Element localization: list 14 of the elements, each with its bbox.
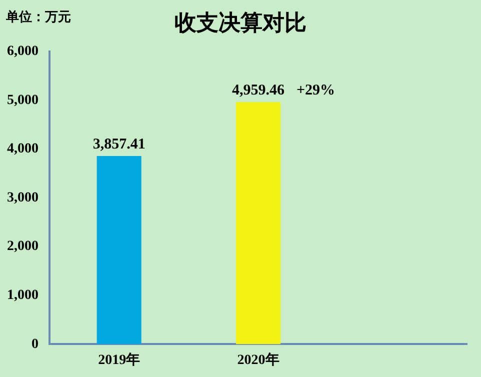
y-tick-label: 0 bbox=[32, 336, 38, 352]
y-tick-label: 2,000 bbox=[7, 239, 38, 254]
x-tick-label: 2019年 bbox=[98, 352, 140, 368]
text: 单位：万元 bbox=[6, 8, 71, 26]
x-tick-label: 2020年 bbox=[237, 352, 280, 368]
y-tick-label: 6,000 bbox=[7, 44, 38, 60]
chart-title: 收支决算对比 bbox=[174, 10, 306, 35]
data-label: 4,959.46 bbox=[232, 82, 285, 99]
y-tick-label: 3,000 bbox=[7, 190, 38, 206]
annotation: +29% bbox=[296, 82, 336, 99]
y-tick-label: 5,000 bbox=[7, 92, 38, 108]
y-tick-label: 1,000 bbox=[7, 288, 38, 304]
y-tick-label: 4,000 bbox=[7, 142, 38, 157]
data-label: 3,857.41 bbox=[92, 136, 146, 152]
